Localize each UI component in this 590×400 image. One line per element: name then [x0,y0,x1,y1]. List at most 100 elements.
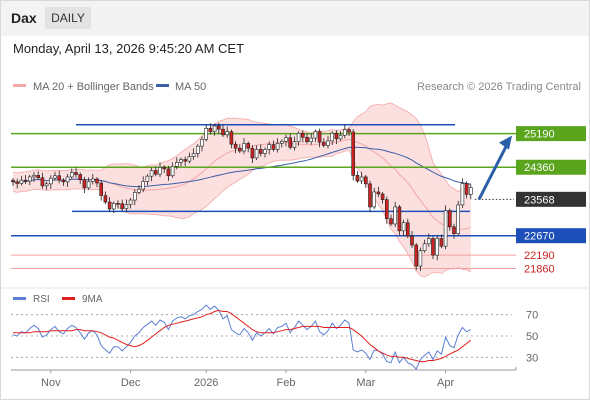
candle-body [263,149,267,154]
candle-body [359,176,364,182]
candle-body [368,183,372,208]
candle-body [384,199,389,219]
candle-body [86,181,91,189]
chart-credit: Research © 2026 Trading Central [417,81,581,93]
level-label-23568: 23568 [524,194,555,206]
candle-body [405,222,410,237]
x-tick-label-Feb: Feb [277,377,296,389]
candle-body [91,178,95,182]
candle-body [166,168,171,177]
level-label-25190: 25190 [524,129,555,141]
candle-body [48,177,53,185]
timeframe-tab[interactable]: DAILY [45,7,91,29]
candle-body [107,201,112,210]
candle-body [196,145,200,154]
candle-body [128,199,133,205]
candle-body [397,206,402,232]
rsi-level-label-50: 50 [526,331,538,343]
candle-body [326,140,330,146]
candle-body [456,204,461,234]
candle-body [238,147,242,152]
candle-body [279,141,284,144]
candle-body [204,128,208,140]
rsi-level-label-70: 70 [526,310,538,322]
candle-body [74,172,78,175]
candle-body [468,187,473,195]
candle-body [309,137,314,143]
candle-body [271,144,276,150]
timestamp: Monday, April 13, 2026 9:45:20 AM CET [13,41,245,56]
candle-body [149,170,154,177]
candle-body [23,179,28,182]
candle-body [36,175,41,179]
candle-body [120,203,124,209]
candle-body [393,206,398,225]
candle-body [233,143,238,149]
candle-body [300,132,305,138]
candle-body [200,139,204,147]
candle-body [78,174,82,181]
candle-body [460,183,465,206]
legend-label-bollinger: MA 20 + Bollinger Bands [33,81,154,93]
candle-body [422,243,427,251]
candle-body [435,238,440,256]
candle-body [351,131,356,176]
candle-body [313,131,318,139]
candle-body [250,147,255,159]
rsi-line [12,304,472,370]
candle-body [426,238,431,245]
candle-body [57,175,62,181]
level-box-23568 [516,191,586,207]
candle-body [61,179,66,183]
candle-body [317,131,322,143]
legend-swatch-rsi-ma [62,297,75,300]
bollinger-band-fill [13,102,471,278]
level-box-22670 [516,228,586,244]
candle-body [11,179,15,183]
x-tick-label-Mar: Mar [356,377,375,389]
level-box-25190 [516,126,586,142]
candle-body [305,136,309,143]
candle-body [414,244,419,267]
candle-body [65,176,70,183]
candle-body [217,125,221,130]
candle-body [145,175,150,182]
candle-body [246,143,250,149]
candle-body [288,137,293,148]
candle-body [124,204,129,209]
candle-body [191,153,196,158]
forecast-arrow-shaft [477,143,509,201]
candle-body [401,222,406,232]
candle-body [44,183,49,187]
level-label-22670: 22670 [524,231,555,243]
candle-body [258,149,263,154]
candle-body [464,183,469,195]
candle-body [242,143,246,152]
candle-body [447,210,452,228]
candle-body [254,149,259,159]
candle-body [380,193,385,200]
candle-body [372,191,377,208]
legend-swatch-rsi [13,297,26,300]
candle-body [225,131,229,136]
candle-body [229,131,234,145]
candle-body [99,182,103,196]
x-tick-label-Nov: Nov [41,377,61,389]
candle-body [342,129,347,136]
bollinger-upper-line [12,102,472,193]
candle-body [431,238,435,256]
symbol-title: Dax [11,10,37,26]
ma50-line [12,146,471,188]
candle-body [452,226,456,234]
x-tick-label-Apr: Apr [437,377,454,389]
candle-body [296,132,301,143]
candle-body [82,179,87,189]
candle-body [338,134,343,140]
candle-body [418,250,423,267]
legend-label-rsi: RSI [33,294,50,305]
bollinger-lower-line [12,149,471,278]
candle-body [154,170,158,175]
level-label-21860: 21860 [524,263,555,275]
candle-body [27,176,32,182]
